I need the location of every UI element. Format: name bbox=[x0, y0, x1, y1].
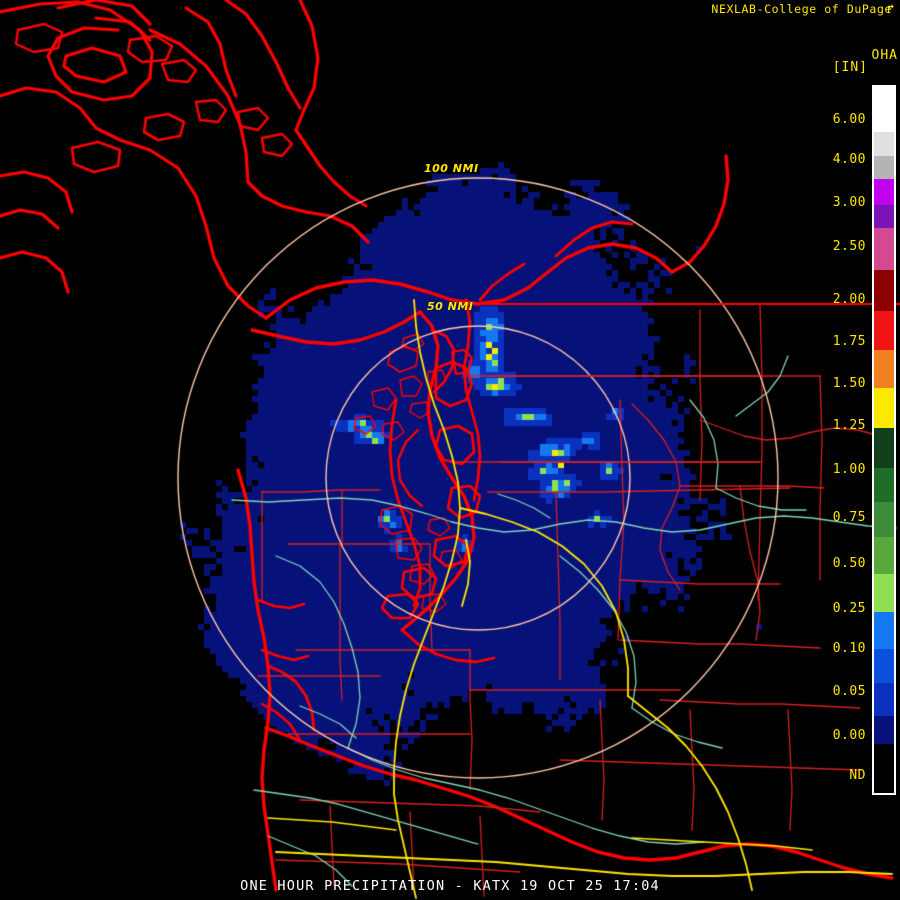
colorbar-swatch-17 bbox=[874, 683, 894, 717]
colorbar-swatch-15 bbox=[874, 612, 894, 649]
colorbar-swatch-13 bbox=[874, 537, 894, 574]
colorbar[interactable] bbox=[872, 85, 896, 795]
colorbar-swatch-0 bbox=[874, 87, 894, 133]
colorbar-tick-0p10: 0.10 bbox=[832, 641, 866, 656]
colorbar-swatch-1 bbox=[874, 132, 894, 156]
legend-product-code: OHA bbox=[871, 48, 898, 63]
colorbar-tick-1p00: 1.00 bbox=[832, 462, 866, 477]
colorbar-tick-1p75: 1.75 bbox=[832, 334, 866, 349]
range-ring-label-100nmi: 100 NMI bbox=[424, 162, 479, 175]
colorbar-tick-0p00: 0.00 bbox=[832, 728, 866, 743]
colorbar-tick-4p00: 4.00 bbox=[832, 152, 866, 167]
colorbar-swatch-2 bbox=[874, 155, 894, 180]
colorbar-swatch-18 bbox=[874, 716, 894, 745]
product-title-bar: ONE HOUR PRECIPITATION - KATX 19 OCT 25 … bbox=[240, 878, 660, 894]
colorbar-tick-3p00: 3.00 bbox=[832, 195, 866, 210]
colorbar-tick-6p00: 6.00 bbox=[832, 112, 866, 127]
nexlab-credit-label: NEXLAB-College of DuPage bbox=[711, 2, 892, 16]
colorbar-swatch-8 bbox=[874, 349, 894, 388]
cursor-arrow-icon: ↱ bbox=[887, 2, 895, 17]
colorbar-swatch-12 bbox=[874, 502, 894, 538]
colorbar-swatch-9 bbox=[874, 387, 894, 428]
colorbar-swatch-10 bbox=[874, 427, 894, 468]
colorbar-swatch-14 bbox=[874, 573, 894, 613]
colorbar-tick-2p00: 2.00 bbox=[832, 292, 866, 307]
colorbar-tick-1p50: 1.50 bbox=[832, 376, 866, 391]
range-ring-label-50nmi: 50 NMI bbox=[427, 300, 474, 313]
colorbar-tick-0p75: 0.75 bbox=[832, 510, 866, 525]
legend-units-label: [IN] bbox=[832, 60, 868, 75]
colorbar-tick-0p05: 0.05 bbox=[832, 684, 866, 699]
colorbar-tick-ND: ND bbox=[849, 768, 866, 783]
colorbar-swatch-11 bbox=[874, 467, 894, 503]
colorbar-swatches bbox=[874, 87, 894, 793]
colorbar-swatch-6 bbox=[874, 269, 894, 312]
colorbar-swatch-7 bbox=[874, 311, 894, 350]
colorbar-tick-1p25: 1.25 bbox=[832, 418, 866, 433]
colorbar-tick-0p50: 0.50 bbox=[832, 556, 866, 571]
colorbar-tick-2p50: 2.50 bbox=[832, 239, 866, 254]
colorbar-swatch-4 bbox=[874, 205, 894, 228]
colorbar-tick-0p25: 0.25 bbox=[832, 601, 866, 616]
colorbar-swatch-3 bbox=[874, 179, 894, 206]
colorbar-swatch-5 bbox=[874, 227, 894, 270]
colorbar-swatch-19 bbox=[874, 744, 894, 793]
colorbar-swatch-16 bbox=[874, 648, 894, 684]
